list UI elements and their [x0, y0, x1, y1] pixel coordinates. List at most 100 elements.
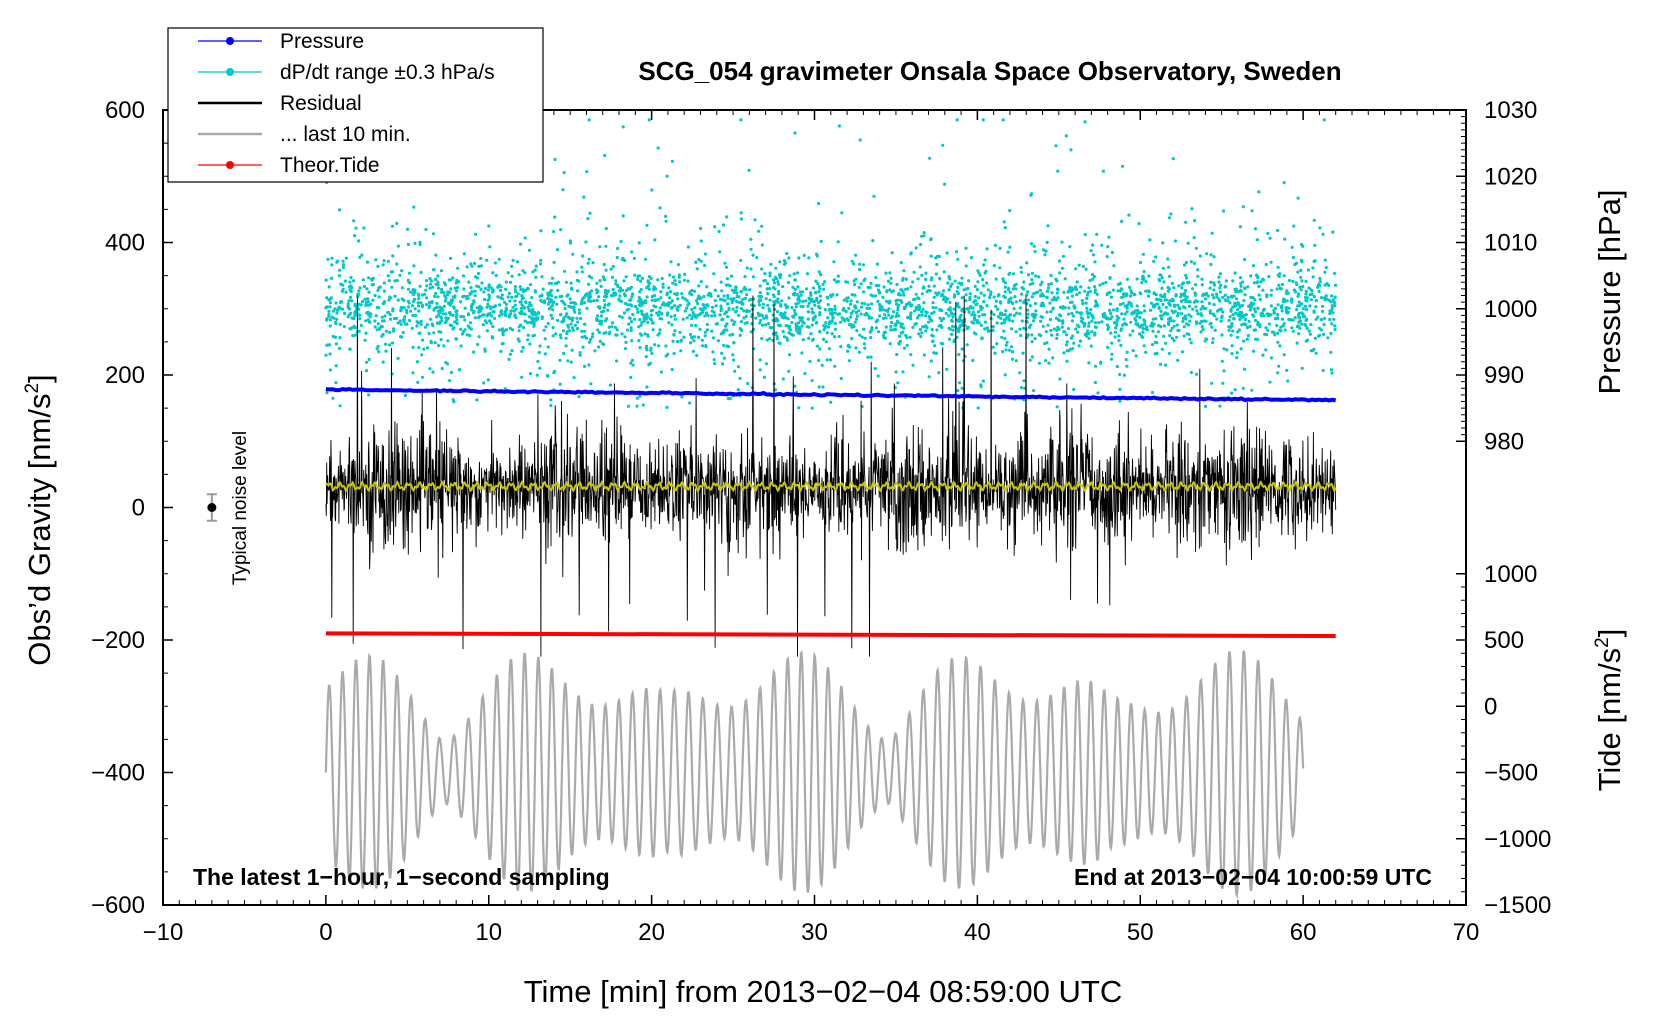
- dpdt-point: [1261, 308, 1265, 312]
- dpdt-point: [698, 297, 702, 301]
- dpdt-point: [362, 226, 366, 230]
- dpdt-point: [1096, 391, 1100, 395]
- dpdt-point: [552, 260, 556, 264]
- dpdt-point: [1077, 291, 1081, 295]
- dpdt-point: [363, 338, 367, 342]
- dpdt-point: [814, 279, 818, 283]
- dpdt-point: [800, 290, 805, 294]
- dpdt-point: [1060, 240, 1064, 244]
- dpdt-point: [861, 263, 866, 267]
- dpdt-point: [413, 288, 417, 292]
- dpdt-point: [1300, 302, 1304, 306]
- dpdt-point: [863, 336, 867, 340]
- dpdt-point: [850, 325, 854, 329]
- dpdt-point: [1190, 207, 1194, 211]
- dpdt-point: [947, 275, 951, 279]
- dpdt-point: [941, 143, 945, 147]
- dpdt-point: [956, 327, 960, 331]
- dpdt-point: [1001, 118, 1005, 122]
- dpdt-point: [854, 310, 858, 315]
- dpdt-point: [1261, 278, 1266, 282]
- dpdt-point: [1002, 318, 1006, 322]
- dpdt-point: [428, 286, 432, 290]
- dpdt-point: [422, 347, 426, 351]
- dpdt-point: [804, 299, 808, 303]
- dpdt-point: [1230, 352, 1234, 356]
- dpdt-point: [353, 302, 357, 306]
- dpdt-point: [344, 256, 348, 260]
- dpdt-point: [1317, 334, 1321, 338]
- dpdt-point: [757, 229, 761, 233]
- dpdt-point: [546, 321, 550, 326]
- dpdt-point: [929, 278, 933, 282]
- dpdt-point: [455, 318, 459, 322]
- dpdt-point: [1221, 381, 1225, 385]
- dpdt-point: [1112, 264, 1116, 268]
- dpdt-point: [1171, 157, 1175, 161]
- dpdt-point: [849, 311, 854, 316]
- dpdt-point: [922, 285, 926, 289]
- dpdt-point: [1090, 330, 1094, 334]
- dpdt-point: [1186, 281, 1191, 285]
- dpdt-point: [344, 290, 348, 294]
- dpdt-point: [924, 314, 928, 318]
- dpdt-point: [749, 237, 753, 241]
- dpdt-point: [774, 266, 778, 270]
- dpdt-point: [876, 288, 881, 292]
- dpdt-point: [1068, 347, 1073, 351]
- dpdt-point: [448, 290, 452, 294]
- pressure-tick-label: 1030: [1484, 97, 1537, 124]
- dpdt-point: [678, 330, 682, 334]
- dpdt-point: [1167, 351, 1171, 356]
- dpdt-point: [651, 321, 655, 325]
- dpdt-point: [1256, 306, 1260, 310]
- dpdt-point: [869, 281, 873, 285]
- dpdt-point: [665, 174, 669, 178]
- dpdt-point: [596, 328, 600, 332]
- dpdt-point: [695, 353, 699, 358]
- dpdt-point: [1184, 220, 1188, 224]
- dpdt-point: [583, 329, 587, 333]
- dpdt-point: [439, 315, 443, 319]
- dpdt-point: [659, 370, 664, 374]
- dpdt-point: [588, 340, 592, 344]
- dpdt-point: [699, 239, 703, 243]
- dpdt-point: [611, 288, 615, 292]
- dpdt-point: [705, 322, 709, 327]
- dpdt-point: [1161, 241, 1165, 245]
- dpdt-point: [1329, 350, 1333, 354]
- dpdt-point: [497, 328, 502, 332]
- dpdt-point: [491, 305, 496, 309]
- dpdt-point: [690, 307, 694, 312]
- dpdt-point: [539, 258, 543, 262]
- dpdt-point: [932, 295, 936, 299]
- noise-point: [207, 503, 217, 512]
- dpdt-point: [869, 293, 873, 297]
- dpdt-point: [1172, 286, 1176, 290]
- dpdt-point: [1172, 303, 1177, 307]
- dpdt-point: [348, 288, 352, 292]
- dpdt-point: [1259, 312, 1263, 316]
- dpdt-point: [765, 282, 770, 286]
- dpdt-point: [1000, 335, 1004, 339]
- dpdt-point: [935, 262, 939, 267]
- dpdt-point: [837, 124, 842, 128]
- dpdt-point: [367, 276, 371, 280]
- dpdt-point: [790, 320, 794, 325]
- dpdt-point: [1060, 319, 1064, 323]
- dpdt-point: [688, 332, 693, 337]
- dpdt-point: [638, 318, 642, 322]
- dpdt-point: [1166, 257, 1170, 261]
- dpdt-point: [468, 291, 472, 296]
- dpdt-point: [444, 312, 448, 316]
- dpdt-point: [1142, 270, 1146, 274]
- dpdt-point: [718, 250, 722, 254]
- dpdt-point: [998, 312, 1002, 317]
- dpdt-point: [1168, 302, 1172, 306]
- dpdt-point: [490, 290, 494, 294]
- dpdt-point: [666, 301, 671, 305]
- dpdt-point: [982, 263, 986, 267]
- dpdt-point: [341, 307, 345, 311]
- dpdt-point: [631, 363, 635, 367]
- dpdt-point: [810, 323, 814, 327]
